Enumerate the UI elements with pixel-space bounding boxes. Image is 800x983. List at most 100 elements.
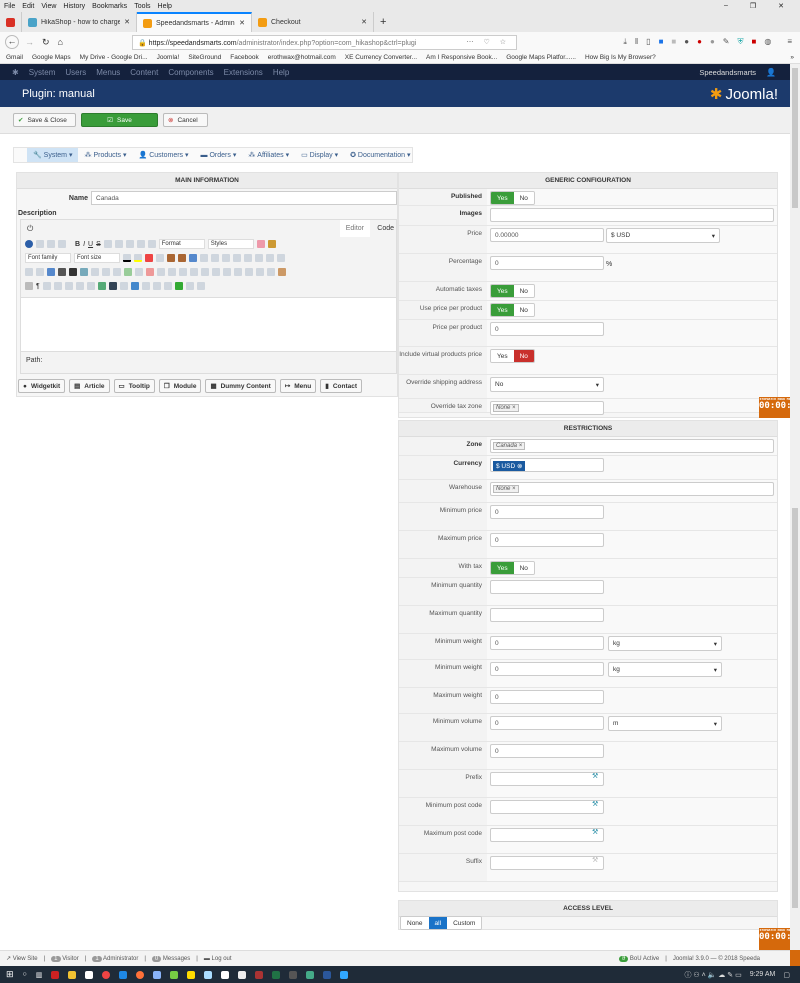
reload-icon[interactable]: ↻ — [42, 36, 50, 47]
more-bookmarks-icon[interactable]: » — [790, 54, 794, 61]
windows-start-icon[interactable]: ⊞ — [6, 969, 14, 979]
extension-icon[interactable]: ● — [697, 37, 702, 46]
nav-users[interactable]: Users — [65, 67, 87, 77]
bullet-list-icon[interactable] — [222, 254, 230, 262]
menu-help[interactable]: Help — [157, 2, 172, 10]
regex-wrench-icon[interactable]: ⚒ — [592, 801, 599, 808]
align-right-icon[interactable] — [125, 240, 134, 248]
security-icon[interactable] — [306, 970, 315, 979]
edge-icon[interactable] — [119, 970, 128, 979]
name-input[interactable]: Canada — [91, 191, 397, 205]
close-window-icon[interactable]: ✕ — [778, 3, 784, 10]
module-button[interactable]: ❐ Module — [158, 379, 202, 393]
toggle-yes[interactable]: Yes — [491, 192, 514, 204]
hika-menu-documentation[interactable]: ✪ Documentation ▾ — [350, 151, 411, 160]
toggle-yes[interactable]: Yes — [491, 285, 514, 297]
table-tool-icon[interactable] — [179, 268, 187, 276]
menu-button[interactable]: ↦ Menu — [279, 379, 317, 393]
extension-icon[interactable]: ● — [709, 37, 715, 46]
table-tool-icon[interactable] — [201, 268, 209, 276]
nav-extensions[interactable]: Extensions — [223, 67, 263, 77]
nav-menus[interactable]: Menus — [96, 67, 121, 77]
chrome-icon[interactable] — [102, 970, 111, 979]
font-size-dropdown[interactable]: Font size — [74, 253, 120, 263]
currency-tag-input[interactable]: $ USD ⊗ — [490, 458, 604, 472]
menu-edit[interactable]: Edit — [22, 2, 35, 10]
table-tool-icon[interactable] — [124, 268, 132, 276]
regex-wrench-icon[interactable]: ⚒ — [592, 829, 599, 836]
firefox-icon[interactable] — [136, 970, 145, 979]
administrators-link[interactable]: 1 Administrator — [92, 955, 138, 962]
find-replace-icon[interactable] — [255, 254, 263, 262]
table-tool-icon[interactable] — [135, 268, 143, 276]
image-icon[interactable] — [97, 282, 106, 290]
regex-wrench-icon[interactable]: ⚒ — [592, 857, 599, 864]
bookmark[interactable]: Joomla! — [156, 54, 180, 61]
price-input[interactable]: 0.00000 — [490, 228, 604, 242]
numbered-list-icon[interactable] — [211, 254, 219, 262]
tab-checkout[interactable]: Checkout ✕ — [252, 12, 374, 32]
minimum-quantity-input[interactable] — [490, 580, 604, 594]
library-icon[interactable]: ‖ — [634, 37, 639, 46]
tag-chip[interactable]: Canada × — [493, 442, 526, 450]
spellcheck-icon[interactable] — [174, 282, 183, 290]
table-tool-icon[interactable] — [102, 268, 110, 276]
hamburger-menu-icon[interactable]: ≡ — [787, 37, 792, 46]
mail-icon[interactable] — [238, 970, 247, 979]
minimum-weight-input[interactable]: 0 — [490, 636, 604, 650]
dropbox-icon[interactable] — [85, 970, 94, 979]
cite-icon[interactable] — [223, 268, 231, 276]
new-tab-button[interactable]: + — [380, 16, 387, 28]
document-add-icon[interactable] — [130, 282, 139, 290]
page-actions-icon[interactable]: ⋯ ♡ ☆ — [466, 39, 510, 46]
table-icon[interactable] — [80, 268, 88, 276]
tab-gmail[interactable] — [0, 12, 22, 32]
system-tray-icons[interactable]: ⓘ ⚇ ˄ 🔈 ☁ ✎ ▭ — [684, 971, 742, 979]
tag-chip[interactable]: $ USD ⊗ — [493, 461, 526, 471]
maximum-price-input[interactable]: 0 — [490, 533, 604, 547]
forward-icon[interactable]: → — [25, 37, 34, 47]
bou-status[interactable]: ϑ BoU Active — [618, 955, 659, 962]
contact-button[interactable]: ▮ Contact — [320, 379, 363, 393]
bookmark[interactable]: SiteGround — [188, 54, 222, 61]
special-char-icon[interactable] — [266, 254, 274, 262]
undo-icon[interactable] — [47, 240, 55, 248]
sticky-notes-icon[interactable] — [187, 970, 196, 979]
align-left-icon[interactable] — [103, 240, 112, 248]
messages-link[interactable]: 0 Messages — [151, 955, 190, 962]
styles-dropdown[interactable]: Styles — [207, 239, 254, 249]
bookmark[interactable]: My Drive - Google Dri... — [79, 54, 148, 61]
text-color-icon[interactable] — [123, 254, 131, 262]
bookmark[interactable]: XE Currency Converter... — [344, 54, 418, 61]
hika-menu-customers[interactable]: 👤 Customers ▾ — [138, 151, 189, 160]
nav-help[interactable]: Help — [272, 67, 290, 77]
table-tool-icon[interactable] — [146, 268, 154, 276]
align-center-icon[interactable] — [114, 240, 123, 248]
images-input[interactable] — [490, 208, 774, 222]
remove-tag-icon[interactable]: × — [510, 486, 516, 492]
nav-system[interactable]: System — [28, 67, 56, 77]
paint-brush-icon[interactable] — [267, 240, 276, 248]
tooltip-button[interactable]: ▭ Tooltip — [113, 379, 155, 393]
minimize-icon[interactable]: – — [723, 2, 728, 9]
ltr-icon[interactable] — [25, 268, 33, 276]
tab-editor[interactable]: Editor — [339, 220, 370, 237]
override-shipping-address-select[interactable]: No ▾ — [490, 377, 604, 392]
table-tool-icon[interactable] — [113, 268, 121, 276]
bookmark[interactable]: How Big Is My Browser? — [584, 54, 656, 61]
minimum-weight-input[interactable]: 0 — [490, 662, 604, 676]
pilcrow-icon[interactable]: ¶ — [36, 282, 40, 290]
app-icon[interactable] — [170, 970, 179, 979]
toggle-no[interactable]: No — [513, 350, 534, 362]
extension-icon[interactable]: ■ — [658, 37, 664, 46]
scrollbar-thumb[interactable] — [792, 68, 798, 208]
zone-tag-input[interactable]: Canada × — [490, 439, 774, 453]
stopwatch-widget[interactable]: STOPWATCH HOUR MIN SEC 00:00:00 — [759, 397, 800, 418]
bookmark[interactable]: Google Maps Platfor...... — [506, 54, 576, 61]
user-menu-icon[interactable]: 👤 — [766, 67, 776, 77]
hr-icon[interactable] — [86, 282, 95, 290]
cancel-button[interactable]: ⊗ Cancel — [163, 113, 208, 127]
minimum-volume-input[interactable]: 0 — [490, 716, 604, 730]
clear-formatting-icon[interactable] — [256, 240, 265, 248]
visitors-link[interactable]: 1 Visitor — [51, 955, 79, 962]
